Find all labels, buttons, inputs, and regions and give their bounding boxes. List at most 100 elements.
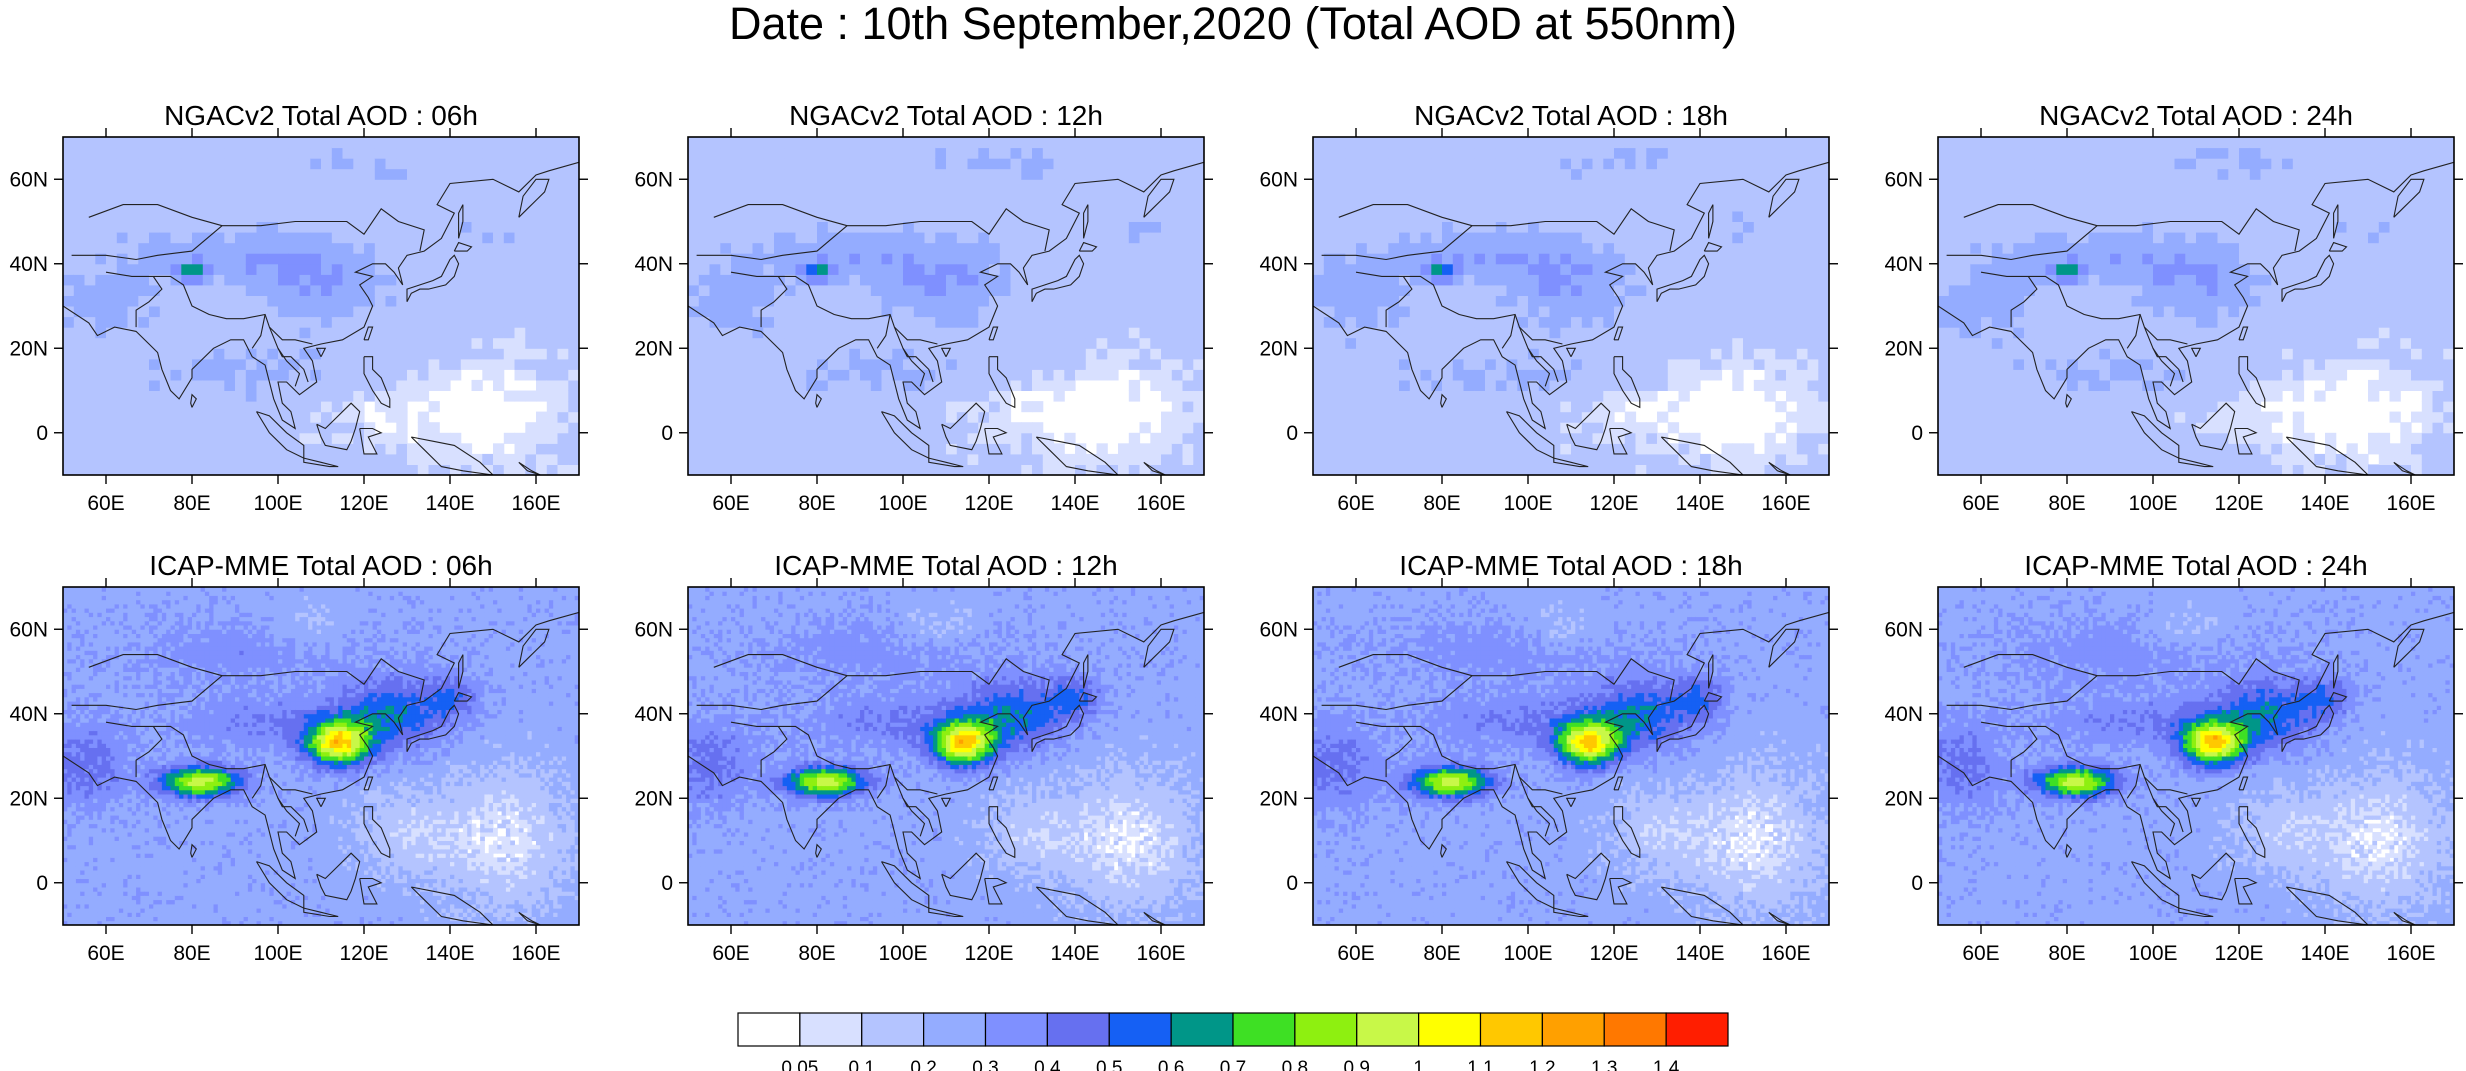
lon-tick-label: 140E <box>2300 492 2349 515</box>
lon-tick-label: 120E <box>964 942 1013 965</box>
lon-tick-label: 120E <box>339 942 388 965</box>
lat-tick-label: 60N <box>9 168 48 191</box>
colorbar-swatch <box>1603 1012 1667 1047</box>
coastlines <box>63 611 579 925</box>
lon-tick-label: 100E <box>1503 942 1552 965</box>
lon-tick-label: 80E <box>173 492 210 515</box>
lon-tick-label: 60E <box>1337 492 1374 515</box>
panel-title: ICAP-MME Total AOD : 06h <box>149 550 492 581</box>
colorbar-swatch <box>737 1012 801 1047</box>
map-panel: ICAP-MME Total AOD : 06h 60E 80E 100E 120E 14… <box>9 550 588 965</box>
map-frame <box>1312 586 1830 926</box>
lat-tick-label: 20N <box>1259 787 1298 810</box>
map-frame <box>1312 136 1830 476</box>
lon-tick-label: 100E <box>878 942 927 965</box>
map-panel: NGACv2 Total AOD : 18h 60E 80E 100E 120E 140E… <box>1259 100 1838 515</box>
lon-tick-label: 100E <box>2128 942 2177 965</box>
lon-tick-label: 140E <box>1050 492 1099 515</box>
lon-tick-label: 100E <box>253 942 302 965</box>
map-panel: NGACv2 Total AOD : 12h 60E 80E 100E 120E 140E… <box>634 100 1213 515</box>
colorbar-label: 0.7 <box>1220 1058 1246 1071</box>
lon-tick-label: 80E <box>798 942 835 965</box>
lon-tick-label: 60E <box>87 492 124 515</box>
map-frame <box>62 586 580 926</box>
lon-tick-label: 160E <box>511 942 560 965</box>
lon-tick-label: 140E <box>1675 492 1724 515</box>
aod-field <box>63 587 579 925</box>
lon-tick-label: 60E <box>712 492 749 515</box>
lat-tick-label: 40N <box>1884 703 1923 726</box>
lat-tick-label: 40N <box>1259 253 1298 276</box>
lon-tick-label: 60E <box>87 942 124 965</box>
aod-field <box>688 137 1204 475</box>
lat-tick-label: 60N <box>1259 168 1298 191</box>
colorbar-swatch <box>1108 1012 1172 1047</box>
map-frame <box>1937 586 2455 926</box>
coastlines <box>1938 611 2454 925</box>
lat-tick-label: 60N <box>1259 618 1298 641</box>
lon-tick-label: 120E <box>2214 942 2263 965</box>
panel-title: ICAP-MME Total AOD : 12h <box>774 550 1117 581</box>
aod-field <box>688 587 1204 925</box>
lat-tick-label: 40N <box>634 703 673 726</box>
lat-tick-label: 40N <box>9 253 48 276</box>
lon-tick-label: 60E <box>1962 942 1999 965</box>
lon-tick-label: 160E <box>2386 492 2435 515</box>
aod-field <box>1313 137 1829 475</box>
colorbar-swatch <box>1170 1012 1234 1047</box>
panel-title: NGACv2 Total AOD : 12h <box>789 100 1103 131</box>
lat-tick-label: 40N <box>634 253 673 276</box>
lon-tick-label: 160E <box>1136 942 1185 965</box>
colorbar-label: 0.8 <box>1282 1058 1308 1071</box>
lon-tick-label: 160E <box>1136 492 1185 515</box>
panel-title: NGACv2 Total AOD : 24h <box>2039 100 2353 131</box>
map-panel: NGACv2 Total AOD : 24h 60E 80E 100E 120E 140E… <box>1884 100 2463 515</box>
lon-tick-label: 80E <box>2048 492 2085 515</box>
lon-tick-label: 160E <box>1761 492 1810 515</box>
colorbar-swatch <box>799 1012 863 1047</box>
aod-field <box>1938 587 2454 925</box>
lat-tick-label: 20N <box>9 337 48 360</box>
coastlines <box>1313 611 1829 925</box>
lon-tick-label: 80E <box>1423 492 1460 515</box>
lat-tick-label: 20N <box>1884 787 1923 810</box>
lon-tick-label: 80E <box>173 942 210 965</box>
aod-field <box>1938 137 2454 475</box>
lon-tick-label: 160E <box>511 492 560 515</box>
lat-tick-label: 40N <box>1259 703 1298 726</box>
map-panel: ICAP-MME Total AOD : 24h 60E 80E 100E 120E 14… <box>1884 550 2463 965</box>
colorbar-swatch <box>923 1012 987 1047</box>
colorbar-label: 0.3 <box>972 1058 998 1071</box>
lon-tick-label: 60E <box>1962 492 1999 515</box>
lon-tick-label: 80E <box>2048 942 2085 965</box>
lon-tick-label: 120E <box>1589 492 1638 515</box>
colorbar-label: 0.2 <box>910 1058 936 1071</box>
colorbar-label: 0.5 <box>1096 1058 1122 1071</box>
lat-tick-label: 0 <box>1286 872 1298 895</box>
lat-tick-label: 60N <box>1884 618 1923 641</box>
colorbar-swatch <box>1046 1012 1110 1047</box>
map-panel: NGACv2 Total AOD : 06h 60E 80E 100E 120E 140E… <box>9 100 588 515</box>
colorbar-label: 0.6 <box>1158 1058 1184 1071</box>
lon-tick-label: 140E <box>425 492 474 515</box>
colorbar-label: 1.1 <box>1467 1058 1493 1071</box>
lat-tick-label: 60N <box>634 618 673 641</box>
lat-tick-label: 0 <box>661 422 673 445</box>
coastlines <box>1938 161 2454 475</box>
lon-tick-label: 120E <box>2214 492 2263 515</box>
colorbar-swatch <box>1232 1012 1296 1047</box>
map-frame <box>62 136 580 476</box>
lat-tick-label: 0 <box>1911 872 1923 895</box>
colorbar-swatch <box>1356 1012 1420 1047</box>
lon-tick-label: 160E <box>1761 942 1810 965</box>
colorbar-label: 0.4 <box>1034 1058 1061 1071</box>
map-panel: ICAP-MME Total AOD : 18h 60E 80E 100E 120E 14… <box>1259 550 1838 965</box>
colorbar-label: 0.1 <box>849 1058 875 1071</box>
lat-tick-label: 40N <box>9 703 48 726</box>
coastlines <box>63 161 579 475</box>
lat-tick-label: 20N <box>634 337 673 360</box>
colorbar-label: 1.4 <box>1653 1058 1680 1071</box>
lat-tick-label: 0 <box>661 872 673 895</box>
colorbar: 0.05 0.1 0.2 0.3 0.4 0.5 0.6 0.7 0.8 0.9 1 1.1 1.2 1.… <box>737 1012 1729 1071</box>
